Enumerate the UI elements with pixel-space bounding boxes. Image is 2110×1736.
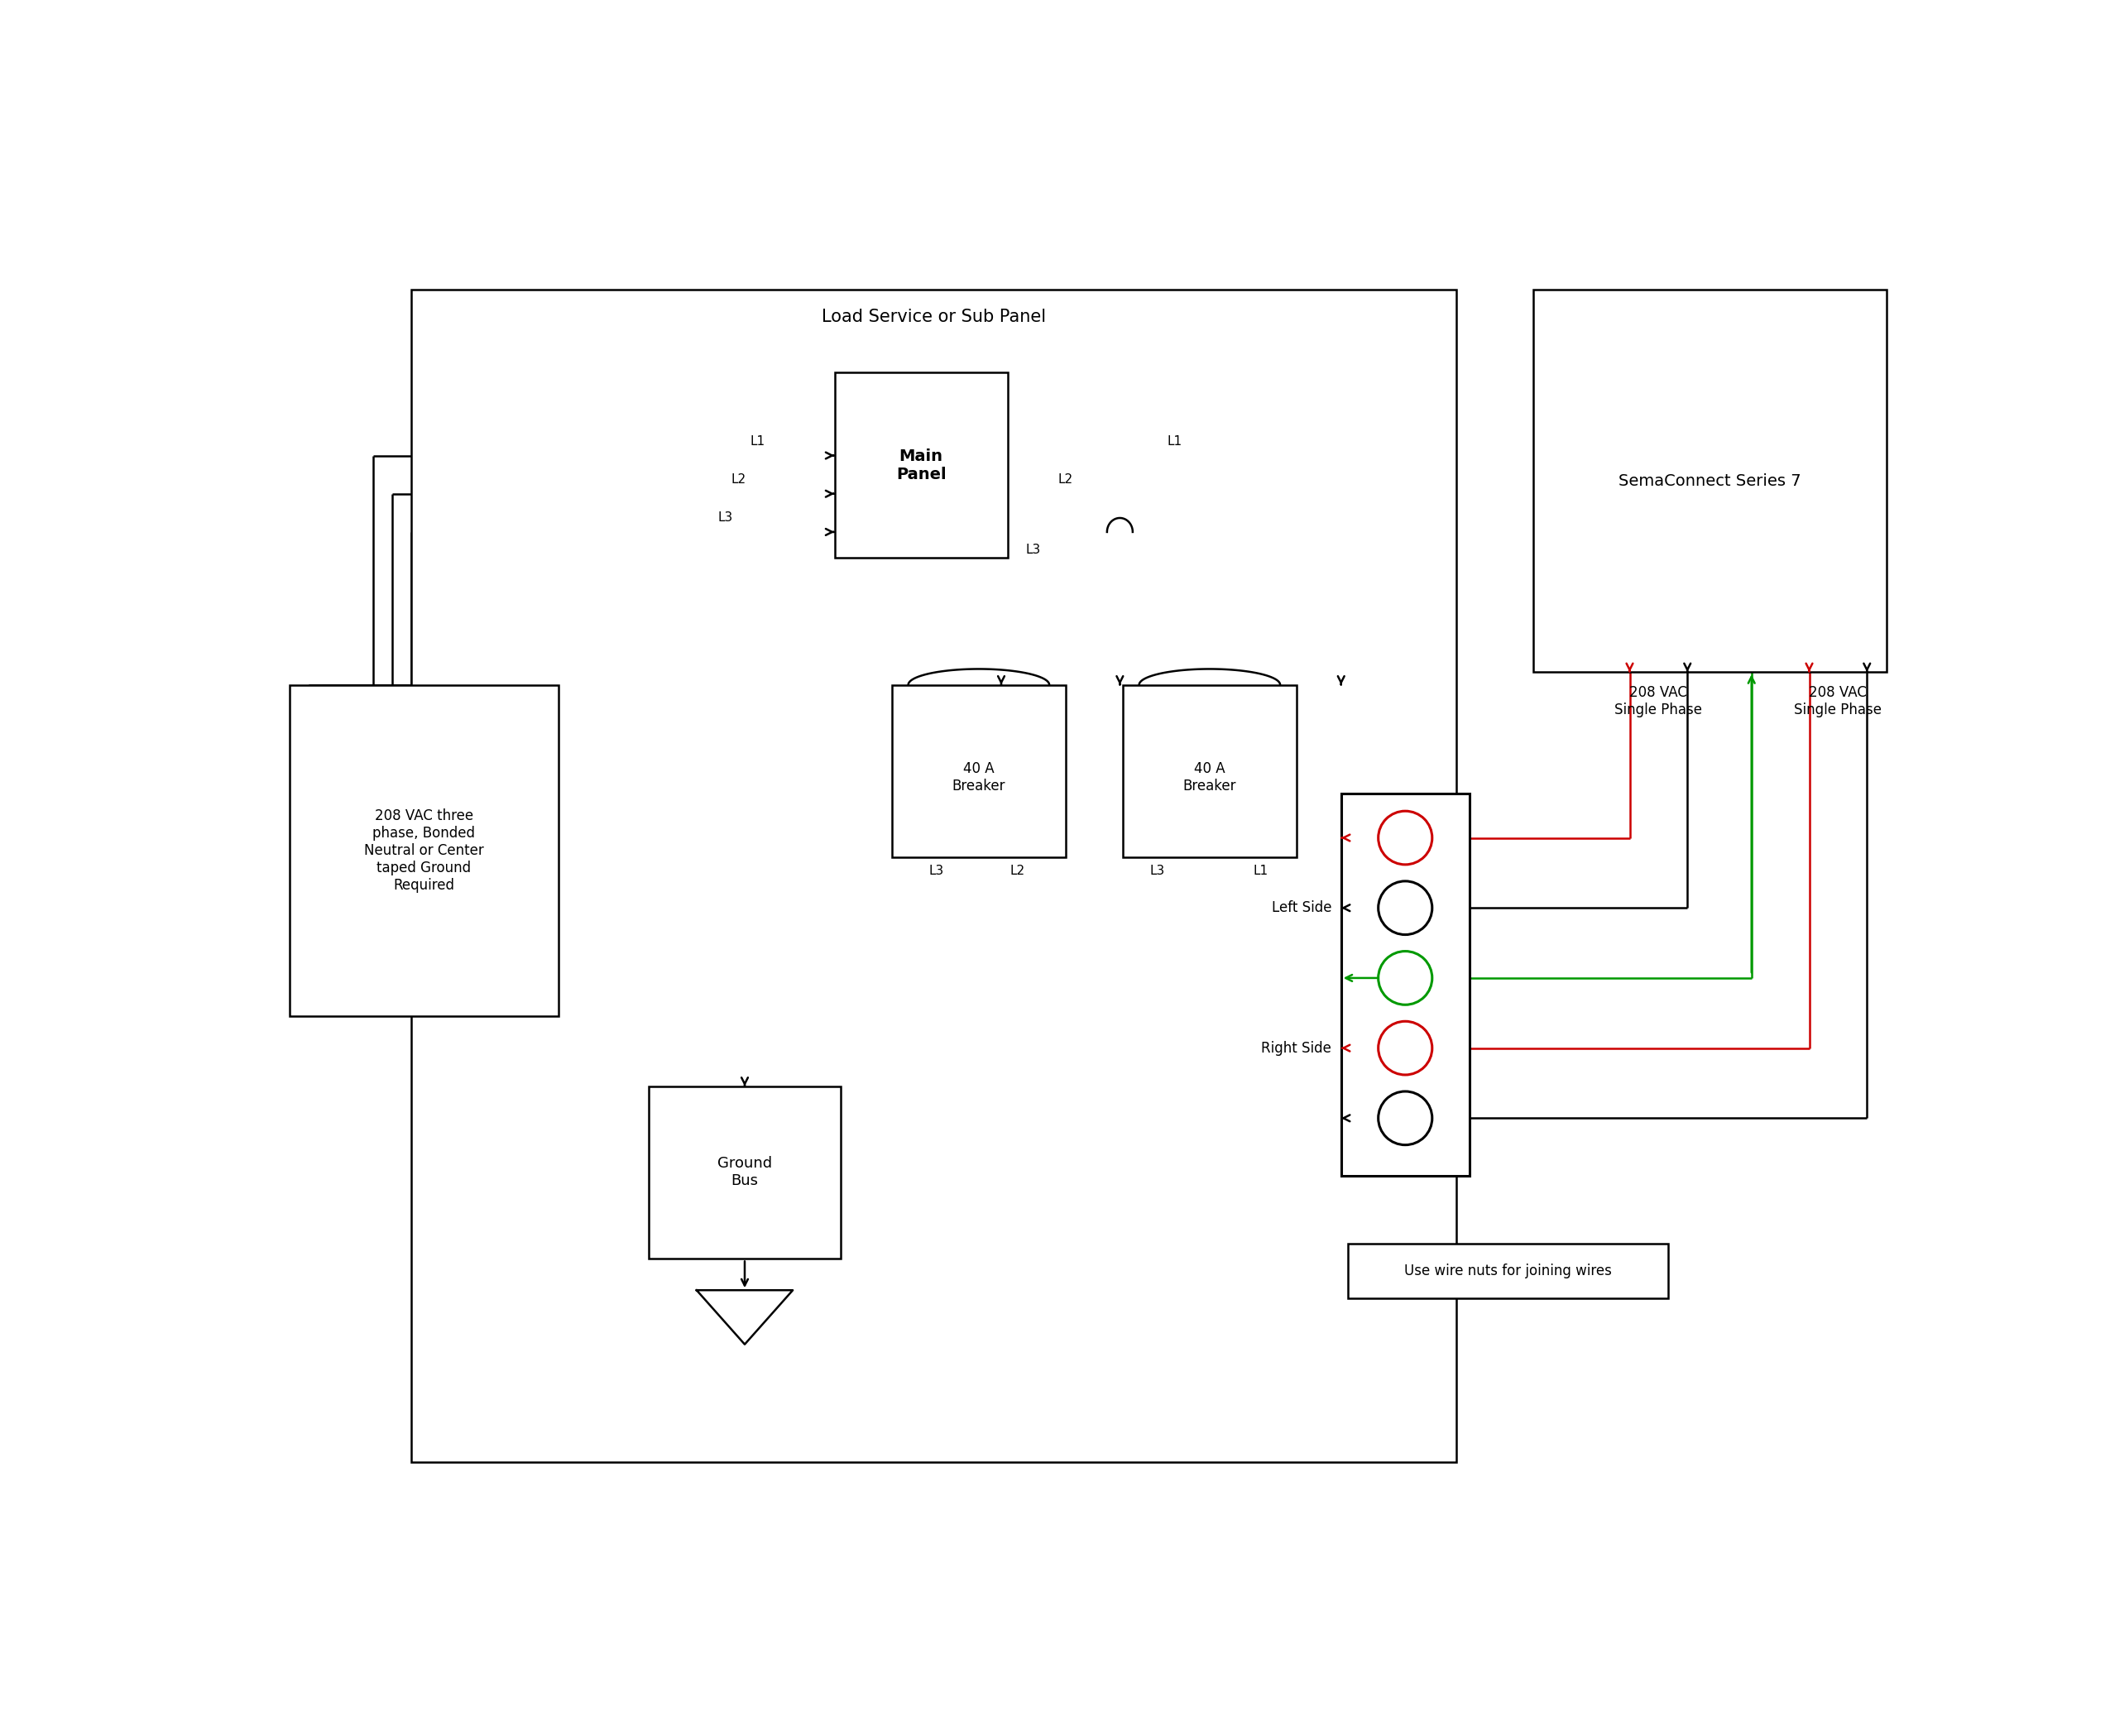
Text: Main
Panel: Main Panel [897, 448, 945, 483]
Text: Use wire nuts for joining wires: Use wire nuts for joining wires [1403, 1264, 1612, 1278]
Bar [833, 373, 1009, 557]
Text: 40 A
Breaker: 40 A Breaker [952, 760, 1006, 793]
Bar [1534, 290, 1886, 672]
Text: L3: L3 [1150, 865, 1165, 877]
Text: Right Side: Right Side [1262, 1040, 1331, 1055]
Text: 208 VAC
Single Phase: 208 VAC Single Phase [1793, 686, 1882, 717]
Circle shape [1378, 811, 1433, 865]
Text: 208 VAC three
phase, Bonded
Neutral or Center
taped Ground
Required: 208 VAC three phase, Bonded Neutral or C… [365, 809, 483, 892]
Bar [1348, 1245, 1669, 1299]
Circle shape [1378, 882, 1433, 934]
Text: 208 VAC
Single Phase: 208 VAC Single Phase [1614, 686, 1703, 717]
Text: SemaConnect Series 7: SemaConnect Series 7 [1618, 474, 1802, 490]
Bar [289, 686, 559, 1016]
Circle shape [1378, 951, 1433, 1005]
Bar [411, 290, 1456, 1462]
Bar [1342, 793, 1469, 1175]
Bar [648, 1087, 842, 1259]
Circle shape [1378, 1092, 1433, 1146]
Text: L1: L1 [1253, 865, 1268, 877]
Text: L2: L2 [1057, 474, 1072, 486]
Text: L1: L1 [1167, 434, 1182, 448]
Text: 40 A
Breaker: 40 A Breaker [1184, 760, 1236, 793]
Text: L3: L3 [928, 865, 943, 877]
Text: Left Side: Left Side [1272, 901, 1331, 915]
Text: L1: L1 [749, 434, 766, 448]
Text: L2: L2 [1009, 865, 1025, 877]
Text: L2: L2 [730, 474, 745, 486]
Text: Ground
Bus: Ground Bus [717, 1156, 772, 1189]
Text: L3: L3 [717, 512, 732, 524]
Circle shape [1378, 1021, 1433, 1075]
Text: Load Service or Sub Panel: Load Service or Sub Panel [821, 309, 1047, 326]
Bar [893, 686, 1066, 858]
Bar [1123, 686, 1296, 858]
Text: L3: L3 [1025, 543, 1040, 556]
